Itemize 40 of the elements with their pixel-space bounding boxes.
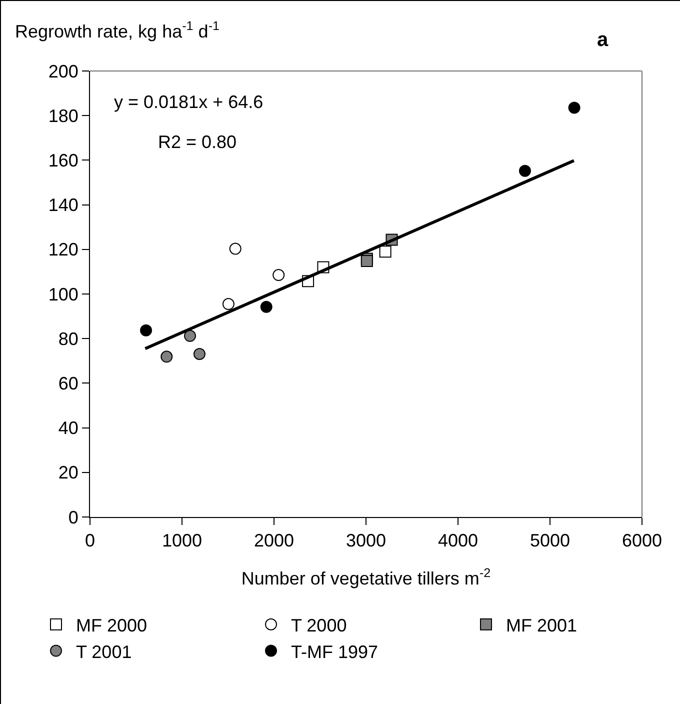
y-tick-label: 60 xyxy=(58,374,78,394)
y-tick-label: 160 xyxy=(48,150,78,170)
legend-label: T-MF 1997 xyxy=(291,642,378,662)
y-tick-label: 140 xyxy=(48,195,78,216)
annotation: y = 0.0181x + 64.6 xyxy=(114,92,264,112)
x-tick-label: 0 xyxy=(84,530,96,551)
point xyxy=(222,298,234,310)
point xyxy=(160,350,173,363)
point xyxy=(272,269,285,282)
legend-label: T 2000 xyxy=(291,615,347,636)
point xyxy=(518,164,531,177)
legend-label: MF 2000 xyxy=(76,615,148,636)
x-axis-title: Number of vegetative tillers m$^{-2}$ xyxy=(241,566,491,589)
y-axis-title: Regrowth rate, kg ha$^{-1}$ d$^{-1}$ xyxy=(15,19,220,42)
y-tick-label: 200 xyxy=(48,61,78,82)
point xyxy=(193,348,206,360)
x-tick-label: 3000 xyxy=(346,530,386,551)
y-tick-label: 0 xyxy=(68,507,78,528)
legend-label: T 2001 xyxy=(76,642,132,662)
point xyxy=(360,255,373,267)
legend-label: MF 2001 xyxy=(506,615,578,636)
x-tick-label: 2000 xyxy=(254,530,294,551)
y-tick-label: 80 xyxy=(58,328,78,349)
point xyxy=(229,242,242,255)
annotation: R2 = 0.80 xyxy=(158,132,237,152)
x-tick-label: 6000 xyxy=(622,530,662,551)
text: a xyxy=(597,29,609,51)
point xyxy=(379,246,392,258)
y-tick-label: 120 xyxy=(48,240,78,260)
y-tick-label: 40 xyxy=(58,418,78,438)
point xyxy=(568,102,580,114)
x-tick-label: 1000 xyxy=(162,530,202,551)
x-tick-label: 5000 xyxy=(530,530,570,551)
y-tick-label: 100 xyxy=(48,284,78,304)
point xyxy=(140,324,152,336)
point xyxy=(260,300,272,313)
point xyxy=(184,330,196,342)
y-tick-label: 20 xyxy=(58,462,78,483)
y-tick-label: 180 xyxy=(48,106,78,126)
x-tick-label: 4000 xyxy=(438,530,478,551)
